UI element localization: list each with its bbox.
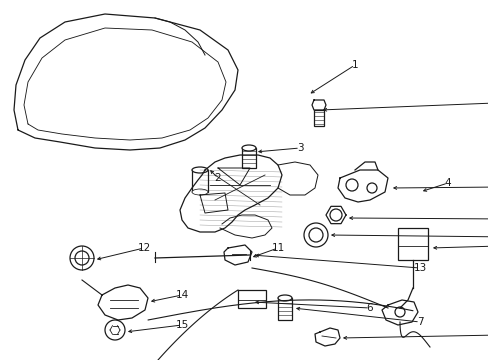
Bar [313,110,324,126]
Bar [242,148,256,168]
Text: 3: 3 [296,143,303,153]
Text: 7: 7 [416,317,423,327]
Ellipse shape [192,167,207,173]
Text: 2: 2 [214,173,221,183]
Ellipse shape [242,145,256,151]
Ellipse shape [192,189,207,195]
Text: 12: 12 [137,243,150,253]
Text: 15: 15 [175,320,188,330]
Bar [192,170,207,192]
Ellipse shape [278,295,291,301]
Bar [397,228,427,260]
Text: 4: 4 [444,178,450,188]
Bar [238,290,265,308]
Bar [278,298,291,320]
Text: 1: 1 [351,60,358,70]
Text: 13: 13 [412,263,426,273]
Text: 11: 11 [271,243,284,253]
Text: 6: 6 [366,303,372,313]
Text: 14: 14 [175,290,188,300]
